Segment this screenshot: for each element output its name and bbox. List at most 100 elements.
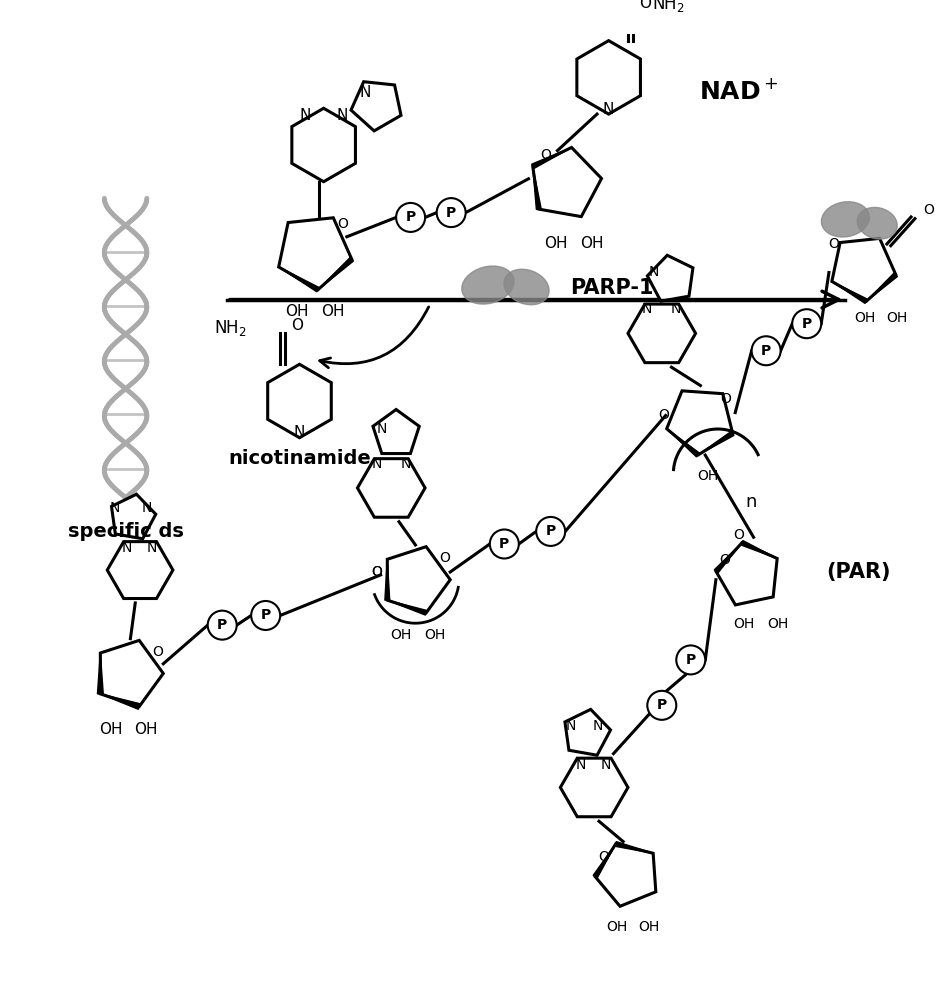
- Polygon shape: [577, 41, 640, 114]
- Text: O: O: [599, 850, 609, 864]
- Polygon shape: [279, 267, 319, 292]
- Polygon shape: [97, 653, 103, 694]
- Ellipse shape: [504, 269, 549, 305]
- Text: N: N: [300, 108, 311, 123]
- Circle shape: [252, 601, 280, 630]
- Text: N: N: [110, 501, 120, 515]
- Ellipse shape: [857, 207, 897, 239]
- Text: P: P: [260, 608, 271, 622]
- Polygon shape: [867, 273, 898, 301]
- Circle shape: [396, 203, 425, 232]
- Polygon shape: [387, 547, 450, 613]
- Text: N: N: [294, 425, 306, 440]
- Polygon shape: [358, 459, 425, 517]
- Polygon shape: [647, 255, 693, 301]
- Polygon shape: [832, 281, 867, 303]
- Text: OH: OH: [767, 617, 788, 631]
- Text: N: N: [372, 457, 382, 471]
- Text: P: P: [499, 537, 510, 551]
- Text: OH: OH: [285, 304, 308, 319]
- Polygon shape: [698, 431, 734, 455]
- Polygon shape: [373, 410, 419, 454]
- Text: N: N: [337, 108, 348, 123]
- Polygon shape: [628, 304, 695, 363]
- Polygon shape: [832, 238, 896, 301]
- Circle shape: [208, 611, 236, 640]
- Text: O: O: [829, 237, 839, 251]
- Circle shape: [792, 309, 821, 338]
- Polygon shape: [533, 147, 602, 217]
- Polygon shape: [279, 218, 352, 290]
- Text: P: P: [686, 653, 696, 667]
- Text: OH: OH: [322, 304, 345, 319]
- Text: O: O: [639, 0, 652, 11]
- Ellipse shape: [821, 202, 869, 237]
- Polygon shape: [714, 543, 742, 573]
- Text: P: P: [217, 618, 227, 632]
- Circle shape: [490, 529, 518, 558]
- Text: OH: OH: [733, 617, 755, 631]
- Text: N: N: [377, 422, 387, 436]
- Text: P: P: [657, 698, 667, 712]
- Text: OH: OH: [581, 236, 604, 251]
- Polygon shape: [385, 559, 390, 600]
- Text: N: N: [603, 102, 614, 117]
- Text: N: N: [593, 719, 604, 733]
- Text: OH: OH: [134, 722, 158, 737]
- Text: O: O: [439, 551, 450, 565]
- Polygon shape: [107, 542, 173, 599]
- Text: O: O: [372, 565, 382, 579]
- Polygon shape: [595, 844, 656, 906]
- Text: n: n: [745, 493, 757, 511]
- Text: N: N: [671, 302, 681, 316]
- Polygon shape: [593, 844, 616, 878]
- Text: OH: OH: [99, 722, 123, 737]
- Polygon shape: [112, 494, 156, 539]
- Text: P: P: [761, 344, 771, 358]
- Text: P: P: [447, 206, 456, 220]
- Polygon shape: [351, 82, 401, 131]
- Polygon shape: [667, 429, 699, 457]
- Text: OH: OH: [697, 469, 719, 483]
- Polygon shape: [387, 600, 427, 615]
- Text: O: O: [152, 645, 163, 659]
- Polygon shape: [615, 842, 653, 853]
- Text: NH$_2$: NH$_2$: [652, 0, 685, 14]
- Text: P: P: [801, 317, 812, 331]
- Text: O: O: [372, 565, 382, 579]
- Text: NH$_2$: NH$_2$: [214, 318, 246, 338]
- Text: O: O: [734, 528, 745, 542]
- Text: N: N: [649, 265, 659, 279]
- Text: OH: OH: [886, 311, 907, 325]
- Circle shape: [752, 336, 780, 365]
- Text: O: O: [338, 217, 348, 231]
- Polygon shape: [100, 694, 140, 709]
- Polygon shape: [318, 257, 354, 290]
- Text: OH: OH: [605, 920, 627, 934]
- Text: N: N: [566, 719, 576, 733]
- Text: N: N: [642, 302, 653, 316]
- Polygon shape: [533, 166, 541, 209]
- Text: O: O: [720, 392, 731, 406]
- Text: N: N: [147, 541, 157, 555]
- Polygon shape: [667, 391, 733, 455]
- Text: N: N: [121, 541, 131, 555]
- Text: P: P: [546, 524, 556, 538]
- Circle shape: [437, 198, 465, 227]
- Text: O: O: [719, 553, 730, 567]
- Text: N: N: [142, 501, 152, 515]
- Ellipse shape: [462, 266, 514, 304]
- Circle shape: [536, 517, 565, 546]
- Text: NAD$^+$: NAD$^+$: [699, 79, 779, 104]
- Polygon shape: [292, 108, 356, 182]
- Text: N: N: [359, 85, 371, 100]
- Circle shape: [676, 645, 706, 674]
- Text: O: O: [923, 203, 934, 217]
- Polygon shape: [268, 364, 331, 438]
- Text: OH: OH: [854, 311, 875, 325]
- Text: N: N: [400, 457, 411, 471]
- Text: N: N: [601, 758, 611, 772]
- Text: O: O: [540, 148, 552, 162]
- Text: PARP-1: PARP-1: [570, 278, 654, 298]
- Text: O: O: [291, 318, 304, 333]
